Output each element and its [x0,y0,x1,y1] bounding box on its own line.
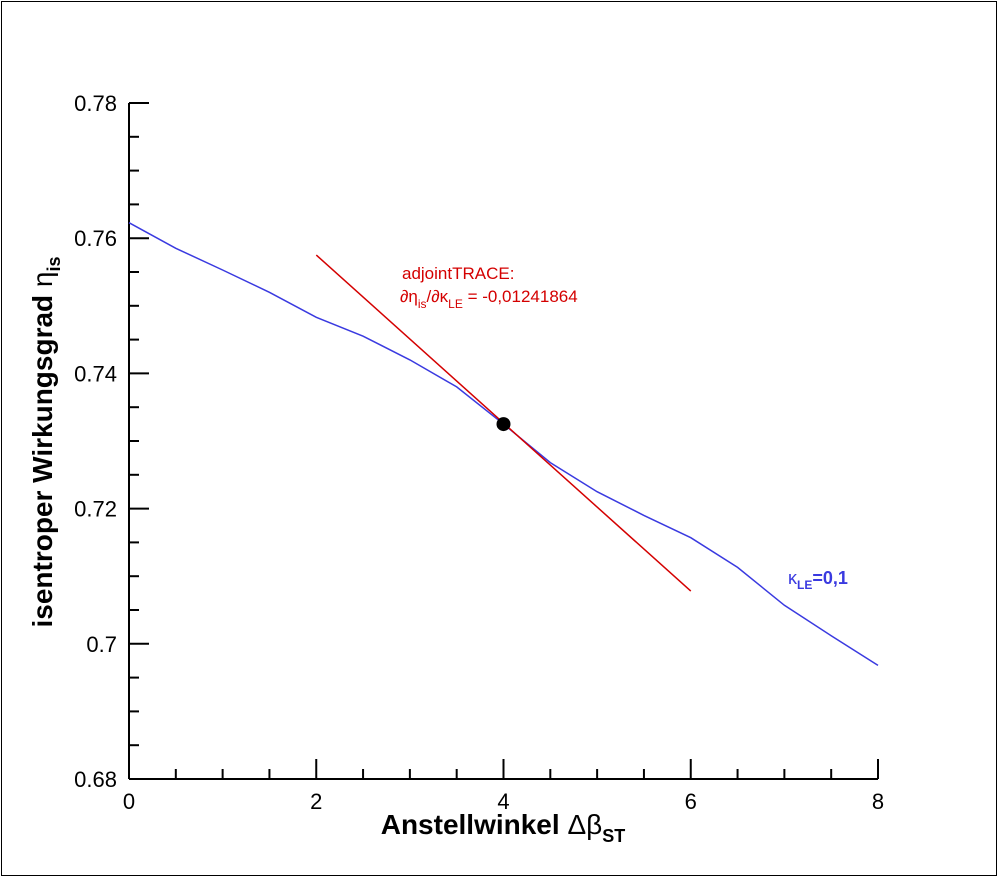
tangent-annotation-title: adjointTRACE: [402,264,514,283]
series-label: κLE=0,1 [788,568,848,592]
ticks [128,102,879,780]
y-axis-title-symbol: η [27,271,58,287]
derivative-kappa: /∂κ [427,287,449,306]
y-tick-label: 0.78 [74,91,117,116]
y-axis-title: isentroper Wirkungsgrad ηis [27,256,64,627]
x-axis-title-symbol: Δβ [567,809,602,840]
x-axis-title: Anstellwinkel ΔβST [381,809,626,846]
derivative-eta-sub: is [418,297,427,311]
y-axis-title-text: isentroper Wirkungsgrad [27,287,58,627]
x-tick-label: 0 [123,789,135,814]
x-axis-title-sub: ST [602,826,625,846]
axes [128,103,878,780]
series-label-sub: LE [797,578,812,592]
tangent-annotation-derivative: ∂ηis/∂κLE = -0,01241864 [400,287,578,311]
y-tick-label: 0.7 [86,632,117,657]
y-tick-label: 0.72 [74,497,117,522]
series-label-kappa: κ [788,568,798,588]
series-layer [128,222,879,667]
derivative-value: = -0,01241864 [463,287,578,306]
x-tick-label: 2 [310,789,322,814]
series-label-value: =0,1 [812,568,848,588]
x-tick-label: 4 [497,789,509,814]
y-tick-label: 0.76 [74,226,117,251]
derivative-kappa-sub: LE [448,297,463,311]
y-axis-title-sub: is [44,256,64,271]
x-axis-title-text: Anstellwinkel [381,809,568,840]
y-tick-label: 0.68 [74,767,117,792]
derivative-eta: ∂η [400,287,418,306]
tick-labels: 0 2 4 6 8 0.68 0.7 0.72 0.74 0.76 0.78 [74,91,884,814]
x-tick-label: 8 [872,789,884,814]
x-tick-label: 6 [685,789,697,814]
evaluation-point [496,417,511,432]
y-tick-label: 0.74 [74,361,117,386]
